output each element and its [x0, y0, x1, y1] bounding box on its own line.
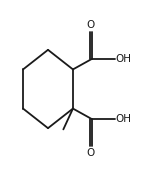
Text: OH: OH	[115, 54, 131, 64]
Text: OH: OH	[115, 114, 131, 124]
Text: O: O	[87, 20, 95, 30]
Text: O: O	[87, 148, 95, 158]
